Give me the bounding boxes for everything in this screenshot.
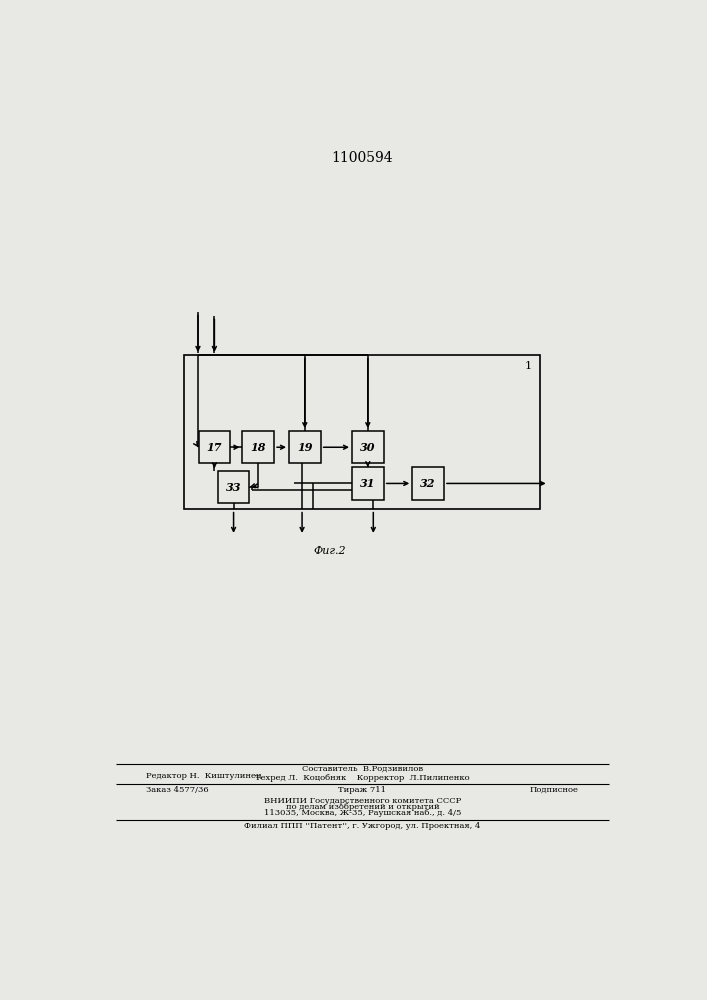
Text: по делам изобретений и открытий: по делам изобретений и открытий [286,803,439,811]
Text: Подписное: Подписное [530,786,578,794]
Bar [185,355,540,509]
Bar [352,431,384,463]
Bar [289,431,321,463]
Text: 19: 19 [297,442,312,453]
Text: 33: 33 [226,482,241,493]
Text: 31: 31 [360,478,375,489]
Text: ВНИИПИ Государственного комитета СССР: ВНИИПИ Государственного комитета СССР [264,797,461,805]
Bar [412,467,444,500]
Text: Фиг.2: Фиг.2 [313,546,346,556]
Text: Заказ 4577/36: Заказ 4577/36 [146,786,209,794]
Text: Техред Л.  Коцобняк    Корректор  Л.Пилипенко: Техред Л. Коцобняк Корректор Л.Пилипенко [255,774,469,782]
Text: 18: 18 [250,442,266,453]
Text: 1: 1 [525,361,532,371]
Text: 1100594: 1100594 [332,151,393,165]
Text: 32: 32 [421,478,436,489]
Bar [243,431,274,463]
Bar [352,467,384,500]
Text: Филиал ППП ''Патент'', г. Ужгород, ул. Проектная, 4: Филиал ППП ''Патент'', г. Ужгород, ул. П… [244,822,481,830]
Text: Тираж 711: Тираж 711 [339,786,386,794]
Bar [199,431,230,463]
Text: 17: 17 [206,442,222,453]
Text: 30: 30 [360,442,375,453]
Text: Составитель  В.Родзивилов: Составитель В.Родзивилов [302,765,423,773]
Text: 113035, Москва, Ж-35, Раушская наб., д. 4/5: 113035, Москва, Ж-35, Раушская наб., д. … [264,809,461,817]
Text: Редактор Н.  Киштулинец: Редактор Н. Киштулинец [146,772,261,780]
Bar [218,471,250,503]
